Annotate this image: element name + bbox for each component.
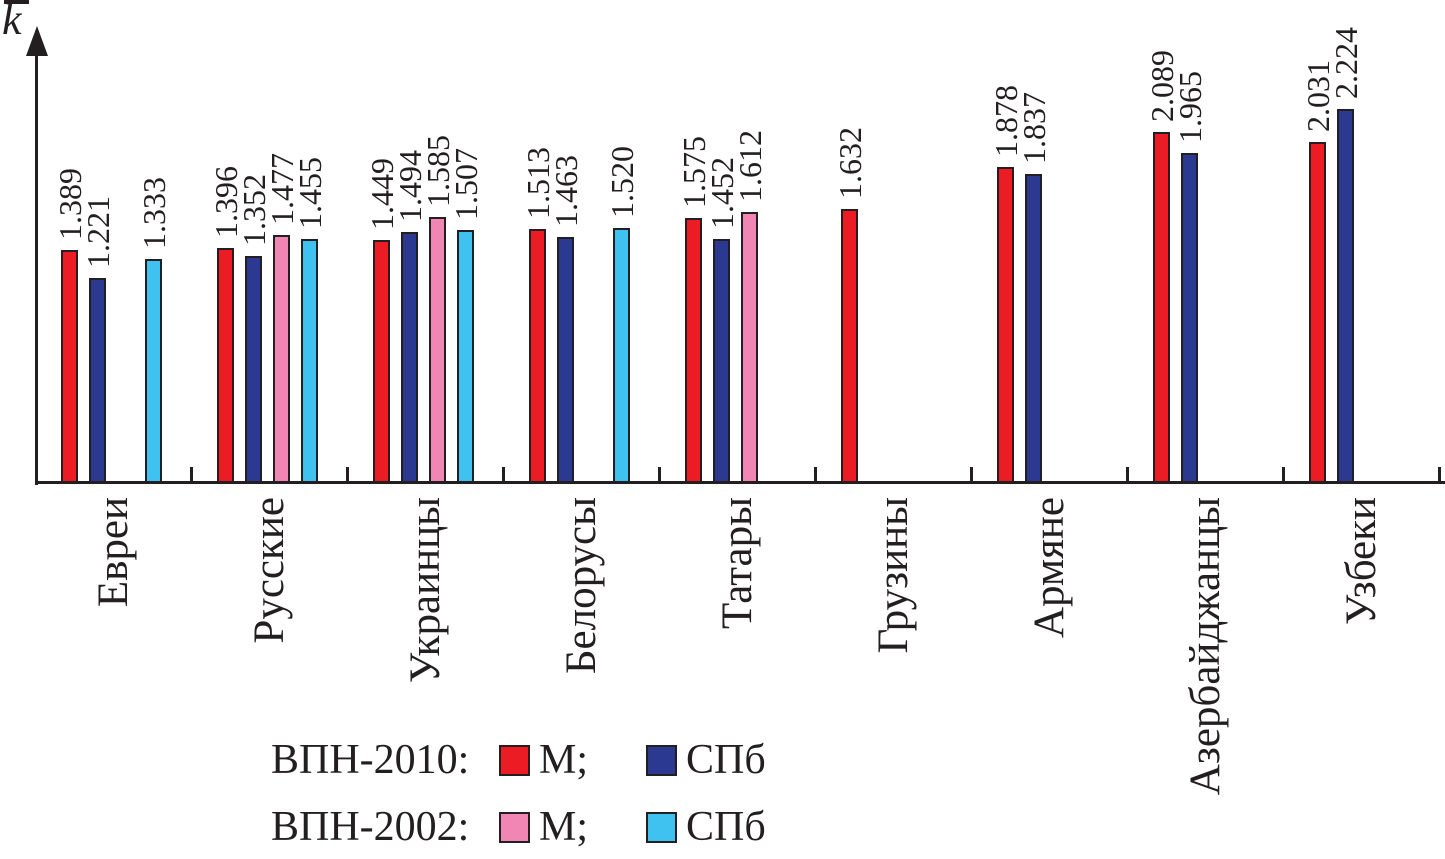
category-label-5: Грузины <box>870 497 917 654</box>
x-axis-tick <box>1126 467 1129 482</box>
x-axis-tick <box>970 467 973 482</box>
bar-value-label-0-5: 1.632 <box>831 127 868 199</box>
category-label-1: Русские <box>246 497 293 644</box>
bar-0-2 <box>373 240 390 483</box>
bar-2-2 <box>429 217 446 483</box>
y-axis-arrow-icon <box>26 26 48 56</box>
bar-2-1 <box>273 235 290 483</box>
bar-3-3 <box>613 228 630 483</box>
bar-0-5 <box>841 209 858 483</box>
bar-0-6 <box>997 167 1014 483</box>
legend-label-2010-spb: СПб <box>686 737 766 783</box>
bar-2-4 <box>741 212 758 483</box>
category-label-0: Евреи <box>90 497 137 608</box>
bar-1-1 <box>245 256 262 483</box>
legend-title-2010: ВПН-2010: <box>271 737 470 783</box>
bar-1-4 <box>713 239 730 483</box>
x-axis-tick <box>346 467 349 482</box>
category-label-2: Украинцы <box>402 497 449 684</box>
x-axis-tick <box>190 467 193 482</box>
category-label-7: Азербайджанцы <box>1182 497 1229 796</box>
bar-3-1 <box>301 239 318 483</box>
bar-0-4 <box>685 218 702 483</box>
category-label-8: Узбеки <box>1338 497 1385 625</box>
bar-value-label-3-3: 1.520 <box>603 146 640 218</box>
bar-3-0 <box>145 259 162 483</box>
bar-1-0 <box>89 278 106 483</box>
legend-label-2010-moscow: М; <box>539 737 589 783</box>
legend-swatch-2010-moscow <box>499 744 530 776</box>
bar-0-0 <box>61 250 78 483</box>
bar-0-1 <box>217 248 234 483</box>
bar-1-8 <box>1337 109 1354 483</box>
x-axis-tick <box>502 467 505 482</box>
bar-value-label-3-1: 1.455 <box>291 157 328 229</box>
bar-value-label-3-0: 1.333 <box>135 177 172 249</box>
legend-label-2002-spb: СПб <box>686 804 766 850</box>
bar-0-7 <box>1153 132 1170 483</box>
legend-label-2002-moscow: М; <box>539 804 589 850</box>
bar-0-3 <box>529 229 546 483</box>
bar-value-label-1-3: 1.463 <box>547 155 584 227</box>
bar-1-6 <box>1025 174 1042 483</box>
y-axis-line <box>35 46 38 485</box>
y-axis-label: k <box>2 0 29 44</box>
bar-1-3 <box>557 237 574 483</box>
bar-value-label-1-6: 1.837 <box>1015 92 1052 164</box>
legend-swatch-2002-moscow <box>499 811 530 843</box>
legend: ВПН-2010: М; СПб ВПН-2002: М; СПб <box>271 737 766 859</box>
y-axis-label-overline <box>4 0 29 4</box>
x-axis-tick <box>658 467 661 482</box>
category-label-3: Белорусы <box>558 497 605 675</box>
bar-value-label-1-7: 1.965 <box>1171 71 1208 143</box>
bar-1-7 <box>1181 153 1198 483</box>
category-label-6: Армяне <box>1026 497 1073 638</box>
x-axis-tick <box>1438 467 1441 482</box>
bar-0-8 <box>1309 142 1326 483</box>
bar-value-label-1-8: 2.224 <box>1327 27 1364 99</box>
y-axis-label-text: k <box>2 0 22 44</box>
x-axis-tick <box>814 467 817 482</box>
x-axis-line <box>35 481 1445 484</box>
bar-value-label-1-0: 1.221 <box>79 196 116 268</box>
legend-swatch-2002-spb <box>646 811 678 843</box>
bar-3-2 <box>457 230 474 483</box>
bar-value-label-2-4: 1.612 <box>731 130 768 202</box>
category-label-4: Татары <box>714 497 761 629</box>
bar-value-label-3-2: 1.507 <box>447 148 484 220</box>
bar-1-2 <box>401 232 418 483</box>
legend-row-2010: ВПН-2010: М; СПб <box>271 737 766 783</box>
legend-swatch-2010-spb <box>646 744 678 776</box>
legend-title-2002: ВПН-2002: <box>271 804 470 850</box>
legend-row-2002: ВПН-2002: М; СПб <box>271 804 766 850</box>
x-axis-tick <box>1282 467 1285 482</box>
